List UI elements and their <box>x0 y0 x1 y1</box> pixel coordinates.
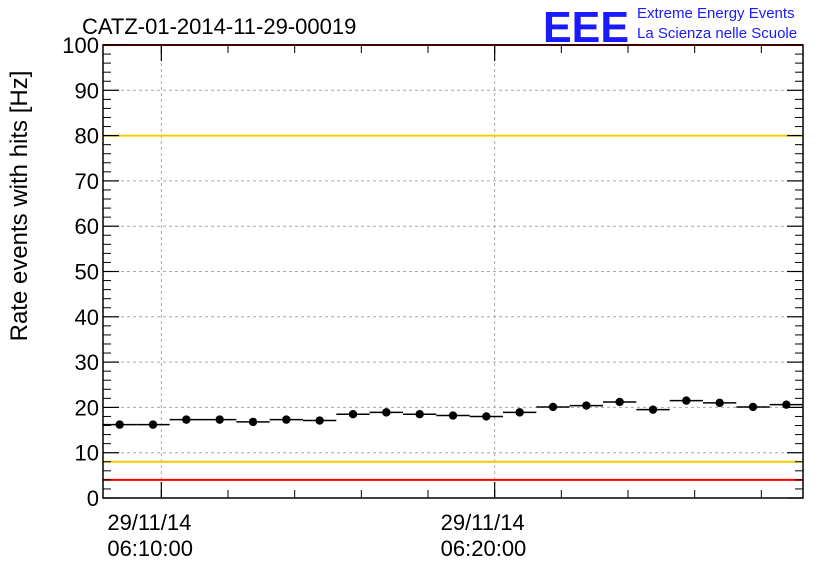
x-tick-date-label: 29/11/14 <box>107 510 191 535</box>
data-point <box>282 415 291 424</box>
data-point <box>215 415 224 424</box>
data-point <box>482 412 491 421</box>
y-tick-label: 80 <box>75 124 99 149</box>
y-tick-label: 20 <box>75 395 99 420</box>
data-point <box>515 408 524 417</box>
y-tick-label: 30 <box>75 350 99 375</box>
data-point <box>315 416 324 425</box>
y-tick-label: 90 <box>75 78 99 103</box>
data-point <box>748 402 758 412</box>
eee-logo: EEE Extreme Energy Events La Scienza nel… <box>543 3 797 52</box>
y-tick-label: 100 <box>62 33 99 58</box>
y-tick-label: 70 <box>75 169 99 194</box>
data-point <box>115 420 124 429</box>
x-tick-time-label: 06:10:00 <box>107 536 193 561</box>
logo-line-2: La Scienza nelle Scuole <box>637 25 797 42</box>
data-point <box>348 409 358 419</box>
data-point <box>782 400 791 409</box>
y-tick-label: 10 <box>75 441 99 466</box>
y-tick-label: 40 <box>75 305 99 330</box>
data-point <box>615 397 624 407</box>
data-point <box>448 411 458 420</box>
y-tick-label: 0 <box>87 486 99 511</box>
data-point <box>382 408 391 417</box>
data-point <box>548 402 558 412</box>
data-point <box>148 420 158 429</box>
data-point <box>682 396 691 405</box>
x-tick-time-label: 06:20:00 <box>441 536 527 561</box>
data-series <box>103 396 803 429</box>
data-point <box>582 401 591 410</box>
data-point <box>182 415 191 424</box>
plot-frame <box>102 44 804 499</box>
data-point <box>415 409 424 419</box>
data-point <box>648 405 658 414</box>
data-point <box>248 417 258 427</box>
x-tick-date-label: 29/11/14 <box>441 510 525 535</box>
data-point <box>715 398 724 408</box>
logo-letters: EEE <box>543 3 629 52</box>
logo-line-1: Extreme Energy Events <box>637 5 795 22</box>
axes: 010203040506070809010029/11/1406:10:0029… <box>62 33 803 561</box>
chart-title: CATZ-01-2014-11-29-00019 <box>82 14 356 39</box>
y-tick-label: 50 <box>75 260 99 285</box>
y-axis-label: Rate events with hits [Hz] <box>6 71 33 342</box>
y-tick-label: 60 <box>75 214 99 239</box>
